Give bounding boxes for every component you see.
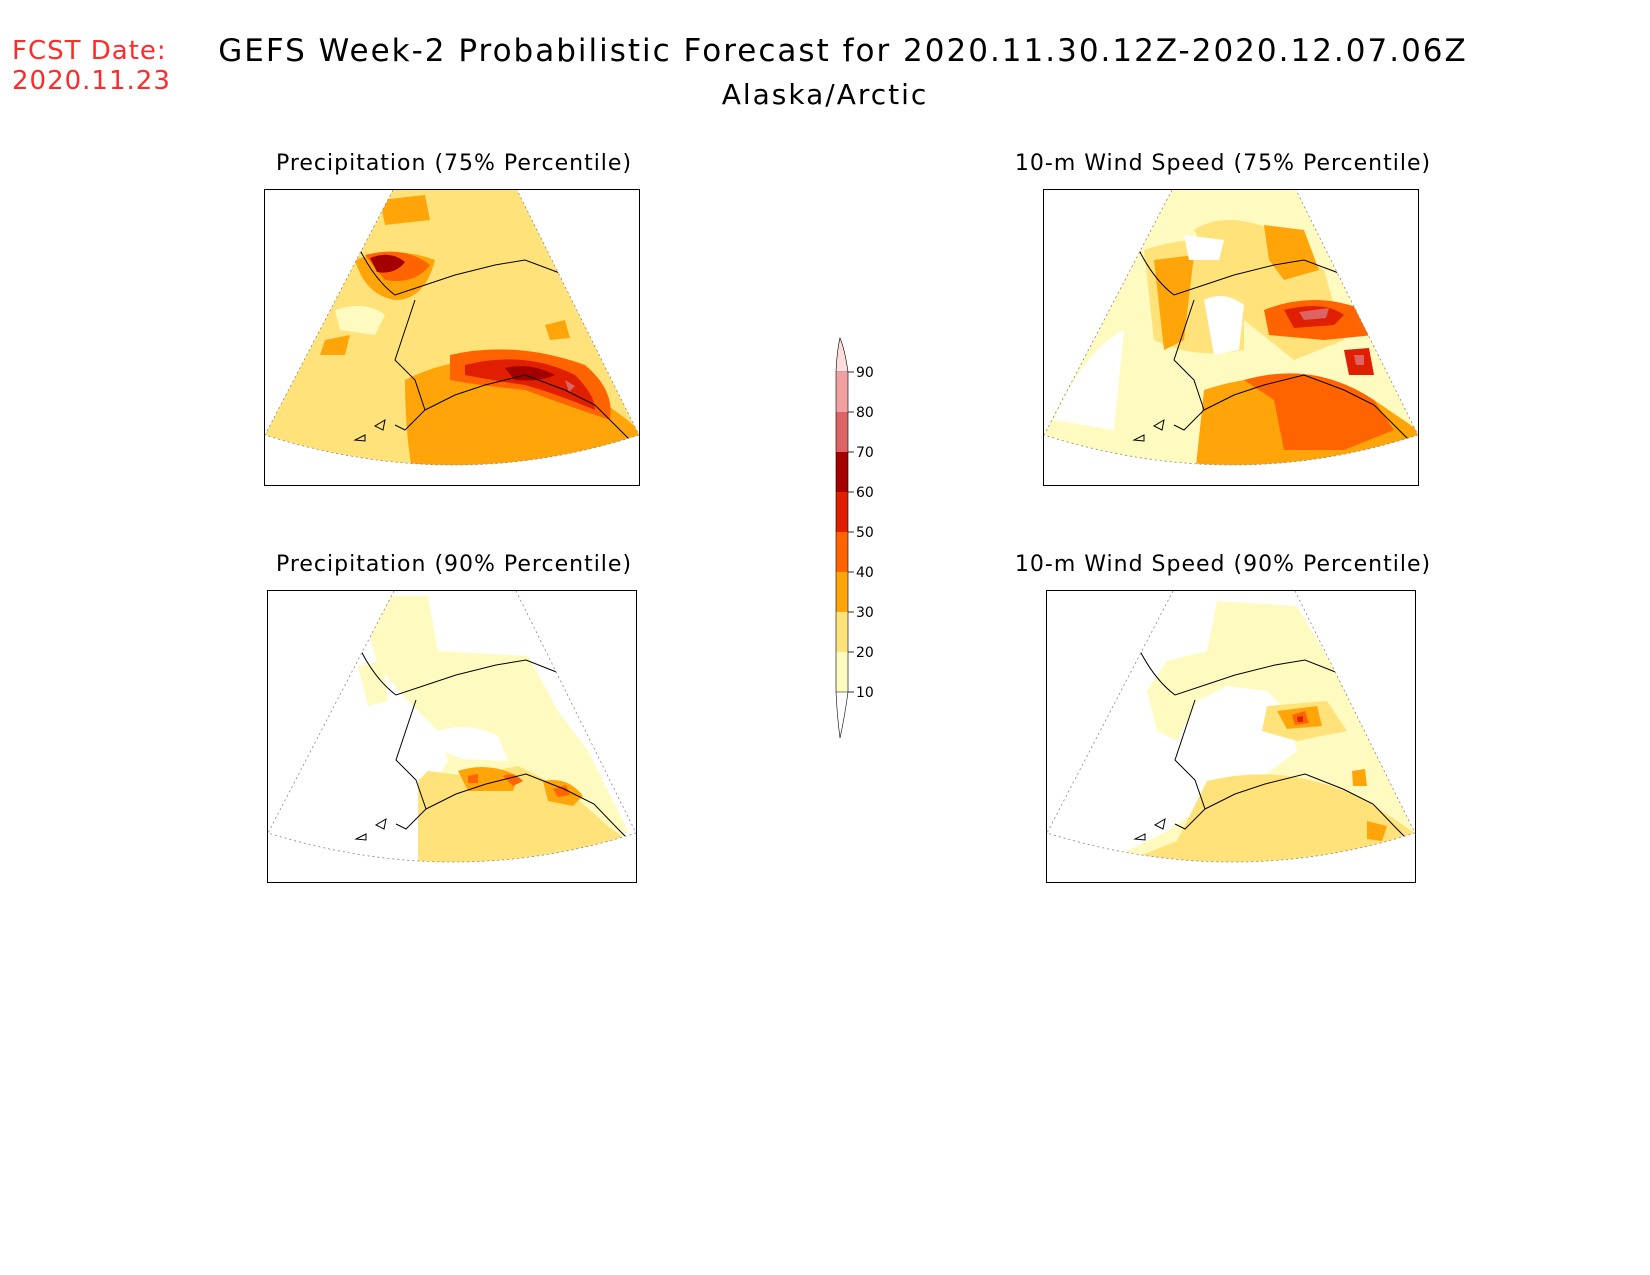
forecast-date-label: FCST Date: — [12, 36, 167, 66]
colorbar-legend: 90 80 70 60 50 40 30 20 10 — [835, 337, 874, 739]
map-wind-90 — [1046, 590, 1416, 883]
shade-30-40 — [1264, 225, 1319, 280]
shade-50-60 — [1297, 716, 1303, 722]
colorbar-bin-70-80 — [836, 412, 848, 452]
colorbar-bin-80-90 — [836, 372, 848, 412]
colorbar-tick-70: 70 — [856, 445, 874, 461]
colorbar-bin-60-70 — [836, 452, 848, 492]
shade-70-80 — [1299, 308, 1329, 320]
colorbar-bin-20-30 — [836, 612, 848, 652]
colorbar-top-cap — [835, 337, 849, 373]
colorbar-bin-40-50 — [836, 532, 848, 572]
region-subtitle: Alaska/Arctic — [721, 78, 929, 111]
panel-title-precip-75: Precipitation (75% Percentile) — [275, 151, 633, 176]
map-precip-90 — [267, 590, 637, 883]
shade-40-50 — [1244, 373, 1394, 450]
shade-10-20 — [358, 661, 388, 706]
shade-60-70 — [370, 254, 405, 273]
shade-30-40 — [1367, 821, 1387, 841]
shade-below-10 — [1184, 235, 1224, 260]
colorbar-tick-20: 20 — [856, 645, 874, 661]
colorbar-bottom-cap — [835, 691, 849, 739]
shade-40-50 — [553, 785, 570, 797]
colorbar-tick-80: 80 — [856, 405, 874, 421]
shade-70-80 — [1354, 355, 1364, 365]
panel-title-wind-90: 10-m Wind Speed (90% Percentile) — [1014, 552, 1432, 577]
shade-below-10 — [1054, 330, 1124, 430]
shade-30-40 — [1154, 255, 1194, 350]
shade-30-40 — [320, 335, 350, 355]
shade-30-40 — [380, 195, 430, 225]
shade-20-30 — [1117, 774, 1415, 862]
colorbar-tick-60: 60 — [856, 485, 874, 501]
shade-30-40 — [1352, 769, 1367, 786]
colorbar-bin-50-60 — [836, 492, 848, 532]
shade-40-50 — [468, 774, 478, 783]
shade-10-20 — [335, 306, 385, 335]
colorbar-tick-90: 90 — [856, 365, 874, 381]
forecast-date-value: 2020.11.23 — [12, 66, 171, 96]
shade-30-40 — [458, 767, 518, 791]
colorbar-tick-50: 50 — [856, 525, 874, 541]
colorbar-tick-10: 10 — [856, 685, 874, 701]
colorbar-tick-30: 30 — [856, 605, 874, 621]
forecast-date-block: FCST Date: 2020.11.23 — [12, 36, 171, 96]
panel-title-wind-75: 10-m Wind Speed (75% Percentile) — [1014, 151, 1432, 176]
page-title: GEFS Week-2 Probabilistic Forecast for 2… — [218, 33, 1468, 69]
panel-title-precip-90: Precipitation (90% Percentile) — [275, 552, 633, 577]
shade-below-10 — [438, 727, 508, 761]
shade-70-80 — [565, 380, 575, 392]
map-precip-75 — [264, 189, 640, 486]
shade-below-10 — [1204, 296, 1244, 355]
map-wind-75 — [1043, 189, 1419, 486]
colorbar-bin-30-40 — [836, 572, 848, 612]
colorbar-bin-10-20 — [836, 652, 848, 692]
shade-50-60 — [465, 359, 595, 410]
shade-30-40 — [545, 320, 570, 340]
shade-40-50 — [503, 774, 523, 786]
colorbar-tick-40: 40 — [856, 565, 874, 581]
